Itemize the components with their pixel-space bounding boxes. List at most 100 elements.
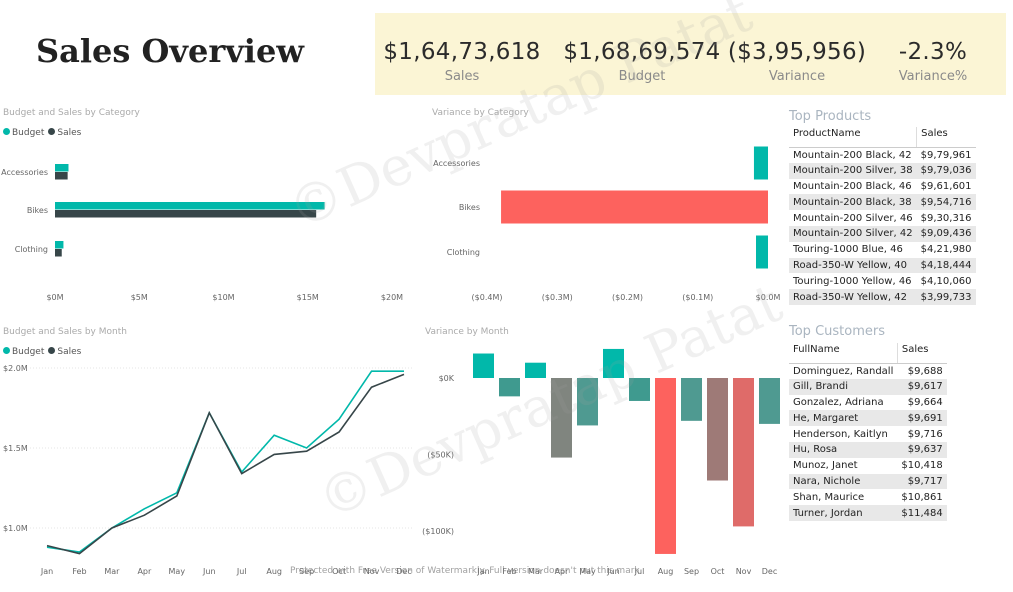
table-cell-sales: $9,79,961 — [920, 149, 972, 161]
bar-variance-oct — [707, 378, 728, 481]
column-header-fullname[interactable]: FullName — [789, 343, 898, 364]
legend-sales[interactable]: Sales — [48, 347, 81, 357]
x-tick-label: $0M — [46, 293, 63, 302]
legend-budget[interactable]: Budget — [3, 347, 44, 357]
legend-sales-marker — [48, 128, 56, 135]
kpi-budget-label: Budget — [618, 69, 666, 84]
table-row[interactable]: Nara, Nichole $9,717 — [789, 473, 947, 490]
budget-sales-by-month-chart[interactable]: $1.0M $1.5M $2.0M Jan Feb Mar Apr May Jun Jul Aug S… — [0, 360, 420, 585]
table-row[interactable]: Touring-1000 Yellow, 46 $4,10,060 — [789, 273, 976, 289]
table-cell-name: Road-350-W Yellow, 42 — [789, 289, 917, 305]
chart2-title: Variance by Category — [432, 108, 529, 118]
y-tick-label: ($100K) — [422, 527, 454, 536]
top-products-table[interactable]: ProductName Sales Mountain-200 Black, 42… — [789, 127, 976, 305]
bar-variance-sep — [681, 378, 702, 421]
table-row[interactable]: Munoz, Janet $10,418 — [789, 458, 947, 474]
bar-variance-dec — [759, 378, 780, 424]
table-cell-name: Munoz, Janet — [793, 460, 858, 472]
table-cell-name: Turner, Jordan — [789, 505, 898, 521]
top-customers-table[interactable]: FullName Sales Dominguez, Randall $9,688 G… — [789, 343, 947, 521]
kpi-budget[interactable]: $1,68,69,574 Budget — [559, 13, 725, 84]
table-cell-sales: $3,99,733 — [916, 289, 976, 305]
table-row[interactable]: He, Margaret $9,691 — [789, 410, 947, 427]
y-tick-label: ($50K) — [427, 451, 454, 460]
bar-variance-jan — [473, 353, 494, 378]
column-header-productname[interactable]: ProductName — [789, 127, 917, 148]
y-tick-label: $1.0M — [3, 524, 28, 533]
table-row[interactable]: Henderson, Kaitlyn $9,716 — [789, 426, 947, 442]
table-cell-sales: $9,79,036 — [916, 162, 976, 179]
table-cell-name: Henderson, Kaitlyn — [793, 428, 888, 440]
table-row[interactable]: Hu, Rosa $9,637 — [789, 441, 947, 458]
x-tick-label: $20M — [381, 293, 403, 302]
table-row[interactable]: Gonzalez, Adriana $9,664 — [789, 395, 947, 411]
variance-by-month-chart[interactable]: $0K ($50K) ($100K) Jan Feb Mar Apr May Jun Jul Aug… — [420, 345, 790, 585]
x-tick-label: Feb — [502, 567, 516, 576]
budget-sales-by-category-chart[interactable]: Accessories Bikes Clothing $0M $5M $10M $15M $2… — [0, 140, 410, 305]
table-cell-name: Road-350-W Yellow, 40 — [789, 257, 917, 274]
table-row[interactable]: Gill, Brandi $9,617 — [789, 378, 947, 395]
table-cell-sales: $9,688 — [907, 365, 943, 377]
y-tick-label: $1.5M — [3, 444, 28, 453]
legend-budget[interactable]: Budget — [3, 128, 44, 138]
legend-sales[interactable]: Sales — [48, 128, 81, 138]
table-cell-sales: $9,664 — [907, 396, 943, 408]
chart1-title: Budget and Sales by Category — [3, 108, 140, 118]
table-row[interactable]: Mountain-200 Black, 46 $9,61,601 — [789, 179, 976, 195]
kpi-variance[interactable]: ($3,95,956) Variance — [727, 13, 867, 84]
category-label: Bikes — [27, 206, 48, 215]
x-tick-label: Oct — [332, 567, 346, 576]
y-tick-label: $2.0M — [3, 364, 28, 373]
x-tick-label: Jul — [236, 567, 247, 576]
x-tick-label: May — [169, 567, 186, 576]
x-tick-label: Sep — [299, 567, 314, 576]
category-label: Bikes — [459, 203, 480, 212]
table-row[interactable]: Touring-1000 Blue, 46 $4,21,980 — [789, 242, 976, 258]
table-row[interactable]: Road-350-W Yellow, 42 $3,99,733 — [789, 289, 976, 305]
variance-by-category-chart[interactable]: Accessories Bikes Clothing ($0.4M) ($0.3M) ($… — [420, 140, 780, 305]
x-tick-label: Jan — [476, 567, 489, 576]
legend-sales-marker — [48, 347, 56, 354]
column-header-sales[interactable]: Sales — [916, 127, 976, 148]
kpi-sales[interactable]: $1,64,73,618 Sales — [383, 13, 541, 84]
table-cell-name: Gonzalez, Adriana — [793, 396, 884, 408]
table-row[interactable]: Mountain-200 Black, 42 $9,79,961 — [789, 147, 976, 163]
table-row[interactable]: Shan, Maurice $10,861 — [789, 489, 947, 505]
table-cell-sales: $9,09,436 — [916, 225, 976, 242]
kpi-panel: $1,64,73,618 Sales $1,68,69,574 Budget (… — [375, 13, 1006, 95]
table-cell-name: Mountain-200 Silver, 38 — [789, 162, 917, 179]
table-row[interactable]: Mountain-200 Silver, 38 $9,79,036 — [789, 162, 976, 179]
kpi-variance-pct[interactable]: -2.3% Variance% — [875, 13, 991, 84]
legend-budget-label: Budget — [12, 128, 45, 138]
table-row[interactable]: Mountain-200 Silver, 46 $9,30,316 — [789, 210, 976, 226]
column-header-sales[interactable]: Sales — [896, 343, 947, 364]
x-tick-label: Jul — [634, 567, 645, 576]
table-cell-name: Hu, Rosa — [789, 441, 898, 458]
bar-budget-accessories — [55, 164, 69, 172]
table-row[interactable]: Mountain-200 Silver, 42 $9,09,436 — [789, 225, 976, 242]
table-cell-sales: $9,691 — [897, 410, 947, 427]
table-cell-name: Nara, Nichole — [789, 473, 898, 490]
bar-variance-nov — [733, 378, 754, 527]
line-sales — [46, 373, 405, 555]
kpi-budget-value: $1,68,69,574 — [563, 39, 721, 65]
table-cell-sales: $9,30,316 — [920, 212, 972, 224]
table-row[interactable]: Road-350-W Yellow, 40 $4,18,444 — [789, 257, 976, 274]
table-cell-sales: $4,10,060 — [920, 275, 972, 287]
table-cell-name: Mountain-200 Black, 46 — [793, 180, 912, 192]
table-row[interactable]: Mountain-200 Black, 38 $9,54,716 — [789, 194, 976, 211]
chart3-legend[interactable]: Budget Sales — [3, 347, 81, 357]
x-tick-label: Jun — [202, 567, 216, 576]
legend-budget-marker — [3, 347, 10, 354]
table-row[interactable]: Dominguez, Randall $9,688 — [789, 363, 947, 379]
x-tick-label: Nov — [736, 567, 752, 576]
bar-sales-accessories — [55, 172, 68, 180]
x-tick-label: Dec — [762, 567, 777, 576]
x-tick-label: Sep — [684, 567, 699, 576]
bar-variance-apr — [551, 378, 572, 458]
table-row[interactable]: Turner, Jordan $11,484 — [789, 505, 947, 521]
table-cell-name: He, Margaret — [789, 410, 898, 427]
watermark-footer: Protected with Free Version of Watermark… — [290, 566, 643, 576]
x-tick-label: Nov — [364, 567, 380, 576]
chart1-legend[interactable]: Budget Sales — [3, 128, 81, 138]
